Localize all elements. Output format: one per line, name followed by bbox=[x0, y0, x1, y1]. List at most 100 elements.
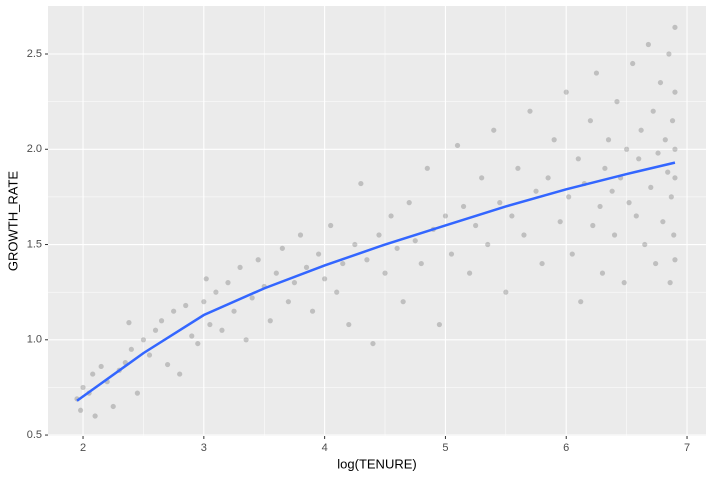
point bbox=[605, 137, 612, 143]
point bbox=[146, 352, 153, 358]
point bbox=[158, 318, 165, 324]
point bbox=[609, 188, 615, 194]
point bbox=[497, 200, 503, 206]
point bbox=[237, 264, 243, 270]
point bbox=[636, 156, 642, 162]
y-tick-label: 2.5 bbox=[27, 48, 42, 60]
point bbox=[201, 299, 207, 305]
point bbox=[599, 270, 606, 276]
point bbox=[388, 213, 394, 219]
x-tick-label: 6 bbox=[563, 442, 569, 454]
y-tick-label: 1.0 bbox=[27, 334, 42, 346]
point bbox=[78, 407, 84, 413]
point bbox=[672, 89, 678, 95]
point bbox=[231, 308, 237, 314]
point bbox=[473, 222, 479, 229]
point bbox=[653, 260, 659, 267]
point bbox=[436, 321, 442, 328]
point bbox=[645, 41, 651, 48]
point bbox=[364, 257, 370, 263]
point bbox=[98, 363, 104, 370]
point bbox=[370, 340, 376, 347]
point bbox=[633, 213, 639, 219]
point bbox=[418, 260, 424, 267]
point bbox=[297, 232, 304, 238]
point bbox=[602, 165, 608, 171]
point bbox=[285, 299, 291, 305]
point bbox=[485, 241, 491, 248]
point bbox=[660, 219, 666, 225]
x-tick-label: 3 bbox=[201, 442, 207, 454]
point bbox=[466, 270, 473, 276]
point bbox=[621, 280, 627, 286]
point bbox=[597, 203, 603, 210]
point bbox=[140, 337, 147, 343]
point bbox=[448, 251, 455, 257]
point bbox=[249, 295, 255, 301]
smooth-line bbox=[76, 161, 676, 402]
point bbox=[666, 51, 672, 57]
point bbox=[164, 361, 171, 368]
point bbox=[442, 213, 449, 219]
point bbox=[303, 264, 310, 270]
point bbox=[650, 108, 656, 114]
point bbox=[92, 413, 98, 419]
point bbox=[203, 276, 209, 282]
point bbox=[671, 232, 677, 238]
point bbox=[376, 232, 382, 238]
x-tick-label: 4 bbox=[322, 442, 328, 454]
point bbox=[460, 203, 467, 210]
point bbox=[545, 175, 551, 181]
point bbox=[110, 403, 116, 410]
point bbox=[614, 99, 620, 105]
x-axis-label: log(TENURE) bbox=[337, 456, 416, 471]
point bbox=[382, 270, 388, 276]
point bbox=[551, 137, 557, 143]
point bbox=[334, 289, 340, 295]
point bbox=[533, 188, 539, 194]
y-tick-label: 2.0 bbox=[27, 143, 42, 155]
point bbox=[328, 222, 334, 229]
point bbox=[587, 118, 593, 124]
point bbox=[189, 333, 195, 339]
point bbox=[243, 337, 249, 343]
point bbox=[267, 318, 273, 324]
x-tick-label: 2 bbox=[80, 442, 86, 454]
y-axis-label: GROWTH_RATE bbox=[5, 171, 20, 271]
point bbox=[668, 194, 674, 200]
point bbox=[630, 60, 636, 67]
point bbox=[346, 321, 352, 328]
point bbox=[665, 169, 671, 175]
point bbox=[80, 384, 86, 391]
point bbox=[642, 241, 648, 248]
point bbox=[667, 280, 673, 286]
point bbox=[648, 184, 654, 190]
point bbox=[400, 299, 406, 305]
point bbox=[566, 194, 572, 200]
point bbox=[578, 299, 584, 305]
point bbox=[358, 180, 364, 187]
point bbox=[655, 150, 661, 156]
point bbox=[279, 245, 285, 251]
points bbox=[74, 24, 678, 419]
y-tick-label: 0.5 bbox=[27, 429, 42, 441]
point bbox=[424, 165, 430, 171]
point bbox=[195, 340, 201, 347]
point bbox=[183, 302, 189, 309]
point bbox=[590, 222, 596, 229]
point bbox=[672, 146, 678, 152]
point bbox=[406, 200, 412, 206]
point bbox=[669, 118, 676, 124]
point bbox=[177, 371, 183, 377]
point bbox=[291, 280, 298, 286]
point bbox=[638, 127, 644, 133]
point bbox=[219, 327, 225, 333]
point bbox=[255, 257, 261, 263]
point bbox=[662, 137, 668, 143]
point bbox=[479, 175, 485, 181]
point bbox=[152, 327, 159, 333]
point bbox=[273, 270, 279, 276]
point bbox=[126, 320, 132, 326]
point bbox=[309, 308, 316, 314]
